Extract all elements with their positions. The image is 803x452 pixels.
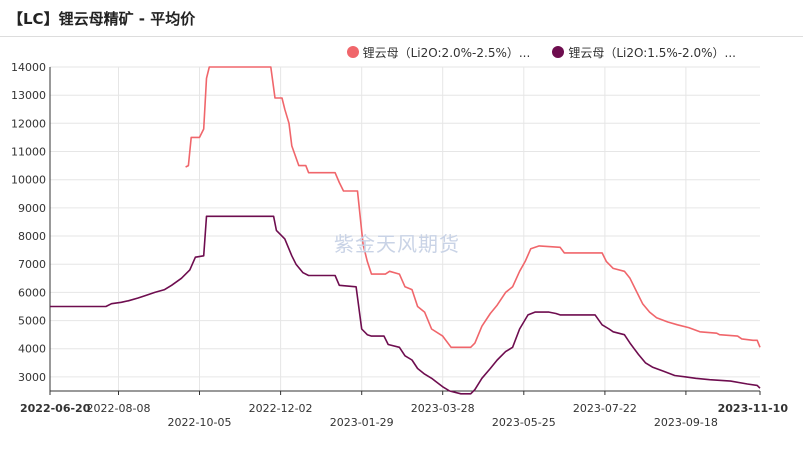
- y-tick-label-6000: 6000: [18, 286, 46, 299]
- x-tick-label-2023-07-22: 2023-07-22: [573, 402, 637, 415]
- x-tick-label-2022-06-20: 2022-06-20: [20, 402, 91, 415]
- chart-title: 【LC】锂云母精矿 - 平均价: [8, 10, 196, 28]
- legend-item-series-2[interactable]: 锂云母（Li2O:1.5%-2.0%）...: [552, 44, 736, 61]
- watermark: 紫金天风期货: [334, 232, 460, 256]
- title-divider: [0, 36, 803, 37]
- x-tick-label-2023-01-29: 2023-01-29: [330, 416, 394, 429]
- series-line-1: [185, 66, 761, 349]
- y-tick-label-5000: 5000: [18, 315, 46, 328]
- legend-item-series-1[interactable]: 锂云母（Li2O:2.0%-2.5%）...: [346, 44, 531, 61]
- legend-marker-series-2: [552, 46, 565, 58]
- legend-marker-series-1: [346, 46, 359, 58]
- y-tick-label-3000: 3000: [18, 371, 46, 384]
- y-tick-label-14000: 14000: [11, 61, 46, 74]
- y-tick-label-12000: 12000: [11, 117, 46, 130]
- y-tick-label-11000: 11000: [11, 146, 46, 159]
- y-tick-label-8000: 8000: [18, 230, 46, 243]
- y-tick-label-13000: 13000: [11, 89, 46, 102]
- chart-legend: 锂云母（Li2O:2.0%-2.5%）... 锂云母（Li2O:1.5%-2.0…: [346, 42, 736, 62]
- legend-label-series-2: 锂云母（Li2O:1.5%-2.0%）...: [568, 45, 736, 60]
- y-tick-label-4000: 4000: [18, 343, 46, 356]
- x-tick-label-2022-12-02: 2022-12-02: [249, 402, 313, 415]
- legend-label-series-1: 锂云母（Li2O:2.0%-2.5%）...: [362, 45, 531, 60]
- x-tick-label-2023-03-28: 2023-03-28: [411, 402, 475, 415]
- y-tick-label-9000: 9000: [18, 202, 46, 215]
- x-tick-label-2023-05-25: 2023-05-25: [492, 416, 556, 429]
- x-tick-label-2022-08-08: 2022-08-08: [87, 402, 151, 415]
- series-line-2: [50, 215, 761, 395]
- x-tick-label-2023-11-10: 2023-11-10: [718, 402, 789, 415]
- y-tick-label-7000: 7000: [18, 258, 46, 271]
- x-tick-label-2023-09-18: 2023-09-18: [654, 416, 718, 429]
- y-tick-label-10000: 10000: [11, 174, 46, 187]
- x-tick-label-2022-10-05: 2022-10-05: [168, 416, 232, 429]
